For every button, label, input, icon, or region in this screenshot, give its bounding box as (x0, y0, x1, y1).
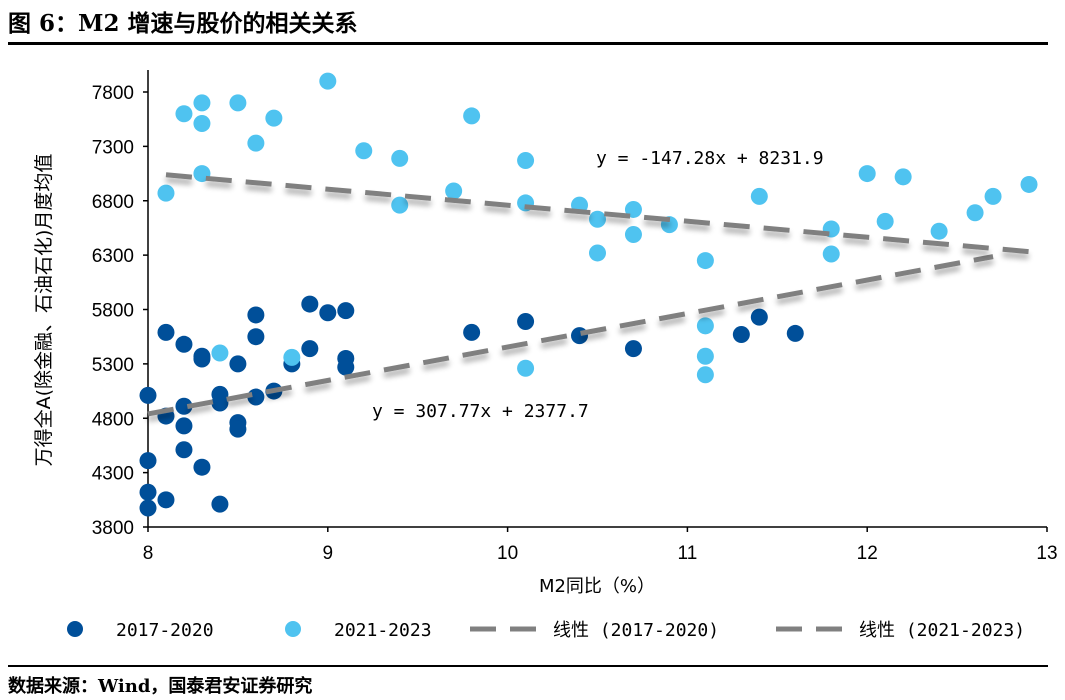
point-2017-2020 (732, 326, 750, 344)
point-2021-2023 (822, 245, 840, 263)
point-2021-2023 (355, 142, 373, 160)
point-2021-2023 (445, 182, 463, 200)
point-2021-2023 (517, 152, 535, 170)
point-2017-2020 (247, 306, 265, 324)
point-2017-2020 (337, 302, 355, 320)
point-2021-2023 (696, 252, 714, 270)
y-tick-label: 7300 (92, 137, 134, 158)
point-2017-2020 (624, 340, 642, 358)
legend-label-trend-2017-2020: 线性 (2017-2020) (553, 620, 719, 641)
source-note: 数据来源：Wind，国泰君安证券研究 (8, 676, 313, 697)
point-2021-2023 (157, 184, 175, 202)
point-2021-2023 (984, 187, 1002, 205)
y-tick-label: 5800 (92, 301, 134, 322)
point-2017-2020 (301, 295, 319, 313)
trendline-1 (165, 172, 1030, 255)
x-axis-label: M2同比（%） (539, 576, 655, 597)
point-2017-2020 (247, 328, 265, 346)
point-2017-2020 (139, 499, 157, 517)
legend-label-2021-2023: 2021-2023 (334, 620, 432, 641)
y-tick-label: 5300 (92, 355, 134, 376)
point-2017-2020 (337, 358, 355, 376)
point-2021-2023 (193, 94, 211, 112)
point-2021-2023 (894, 168, 912, 186)
point-2021-2023 (463, 107, 481, 125)
y-tick-label: 7800 (92, 83, 134, 104)
point-2017-2020 (175, 441, 193, 459)
point-2017-2020 (786, 324, 804, 342)
x-tick-label: 13 (1036, 543, 1057, 564)
point-2021-2023 (283, 348, 301, 366)
title-divider (8, 42, 1048, 45)
point-2021-2023 (876, 212, 894, 230)
point-2021-2023 (193, 115, 211, 133)
y-tick-label: 4800 (92, 409, 134, 430)
point-2017-2020 (571, 327, 589, 345)
x-tick-label: 11 (678, 543, 698, 564)
trendline-equation-2017-2020: y = 307.77x + 2377.7 (372, 401, 589, 422)
point-2017-2020 (517, 312, 535, 330)
legend-marker-2021-2023 (285, 621, 301, 637)
trendline-equation-2021-2023: y = -147.28x + 8231.9 (596, 148, 824, 169)
point-2021-2023 (247, 134, 265, 152)
point-2017-2020 (157, 491, 175, 509)
point-2017-2020 (139, 386, 157, 404)
point-2017-2020 (193, 458, 211, 476)
y-tick-label: 6800 (92, 192, 134, 213)
point-2021-2023 (858, 165, 876, 183)
point-2021-2023 (750, 187, 768, 205)
point-2021-2023 (696, 347, 714, 365)
y-axis-label: 万得全A(除金融、石油石化)月度均值 (33, 154, 55, 467)
point-2021-2023 (391, 196, 409, 214)
legend-label-2017-2020: 2017-2020 (116, 620, 214, 641)
legend: 2017-2020 2021-2023 线性 (2017-2020) 线性 (2… (67, 620, 1025, 641)
point-2017-2020 (175, 397, 193, 415)
legend-marker-2017-2020 (67, 621, 83, 637)
point-2017-2020 (193, 350, 211, 368)
point-2021-2023 (319, 72, 337, 90)
point-2017-2020 (301, 340, 319, 358)
point-2017-2020 (139, 452, 157, 470)
point-2017-2020 (139, 483, 157, 501)
point-2017-2020 (463, 323, 481, 341)
point-2021-2023 (211, 344, 229, 362)
point-2017-2020 (157, 323, 175, 341)
point-2017-2020 (211, 495, 229, 513)
point-2021-2023 (930, 222, 948, 240)
x-tick-label: 12 (857, 543, 878, 564)
legend-label-trend-2021-2023: 线性 (2021-2023) (859, 620, 1025, 641)
footer-divider (8, 665, 1048, 667)
point-2017-2020 (175, 335, 193, 353)
trendline-0 (147, 254, 994, 417)
y-tick-label: 3800 (92, 518, 134, 539)
point-2021-2023 (696, 317, 714, 335)
point-2021-2023 (1020, 175, 1038, 193)
point-2021-2023 (589, 210, 606, 228)
x-tick-label: 8 (143, 543, 154, 564)
point-2017-2020 (229, 420, 247, 438)
point-2021-2023 (175, 105, 193, 123)
y-tick-label: 4300 (92, 464, 134, 485)
y-tick-label: 6300 (92, 246, 134, 267)
point-2021-2023 (696, 366, 714, 384)
point-2017-2020 (229, 355, 247, 373)
point-2021-2023 (517, 359, 535, 377)
point-2017-2020 (319, 304, 337, 322)
point-2017-2020 (175, 417, 193, 435)
point-2021-2023 (589, 244, 606, 262)
x-tick-label: 10 (497, 543, 518, 564)
point-2021-2023 (624, 225, 642, 243)
point-2021-2023 (966, 204, 984, 222)
point-2021-2023 (265, 109, 283, 127)
point-2021-2023 (391, 149, 409, 167)
point-2017-2020 (211, 394, 229, 412)
figure-title: 图 6：M2 增速与股价的相关关系 (8, 10, 358, 37)
point-2021-2023 (229, 94, 247, 112)
x-tick-label: 9 (323, 543, 334, 564)
point-2017-2020 (750, 308, 768, 326)
